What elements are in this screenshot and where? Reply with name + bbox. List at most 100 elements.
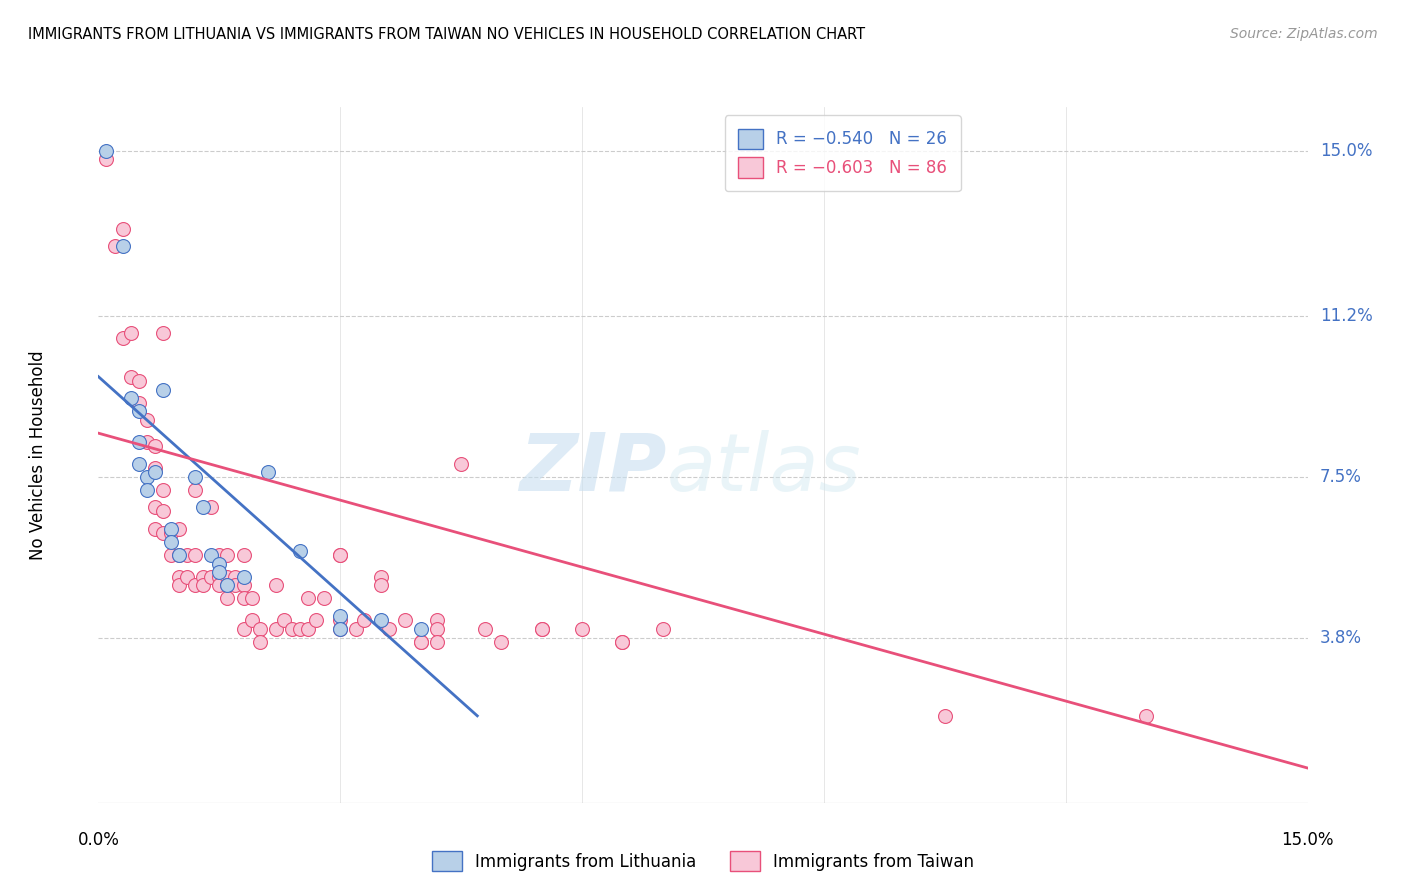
Point bbox=[152, 326, 174, 341]
Point bbox=[370, 578, 392, 592]
Point bbox=[571, 622, 593, 636]
Point bbox=[934, 708, 956, 723]
Text: 15.0%: 15.0% bbox=[1281, 830, 1334, 848]
Text: ZIP: ZIP bbox=[519, 430, 666, 508]
Point bbox=[530, 622, 553, 636]
Point bbox=[193, 500, 215, 514]
Point bbox=[200, 548, 222, 562]
Point bbox=[329, 613, 352, 627]
Text: 3.8%: 3.8% bbox=[1320, 629, 1361, 647]
Point bbox=[193, 578, 215, 592]
Point bbox=[217, 578, 239, 592]
Point bbox=[152, 504, 174, 518]
Point bbox=[450, 457, 472, 471]
Point bbox=[143, 439, 166, 453]
Point bbox=[167, 570, 190, 584]
Point bbox=[217, 548, 239, 562]
Point bbox=[264, 578, 287, 592]
Point bbox=[160, 535, 183, 549]
Point bbox=[167, 548, 190, 562]
Point bbox=[200, 570, 222, 584]
Point bbox=[273, 613, 295, 627]
Point bbox=[249, 635, 271, 649]
Text: atlas: atlas bbox=[666, 430, 862, 508]
Point bbox=[353, 613, 375, 627]
Point bbox=[143, 461, 166, 475]
Point bbox=[474, 622, 496, 636]
Point bbox=[167, 522, 190, 536]
Point bbox=[208, 570, 231, 584]
Point bbox=[329, 548, 352, 562]
Point bbox=[256, 466, 278, 480]
Point bbox=[329, 622, 352, 636]
Point bbox=[217, 578, 239, 592]
Point bbox=[249, 622, 271, 636]
Point bbox=[143, 466, 166, 480]
Text: 15.0%: 15.0% bbox=[1320, 142, 1372, 160]
Point bbox=[103, 239, 125, 253]
Point bbox=[208, 566, 231, 580]
Point bbox=[305, 613, 328, 627]
Text: IMMIGRANTS FROM LITHUANIA VS IMMIGRANTS FROM TAIWAN NO VEHICLES IN HOUSEHOLD COR: IMMIGRANTS FROM LITHUANIA VS IMMIGRANTS … bbox=[28, 27, 865, 42]
Point bbox=[184, 483, 207, 497]
Point bbox=[128, 404, 150, 418]
Point bbox=[167, 548, 190, 562]
Point bbox=[224, 578, 246, 592]
Text: 11.2%: 11.2% bbox=[1320, 307, 1372, 325]
Point bbox=[176, 548, 198, 562]
Point bbox=[128, 434, 150, 449]
Point bbox=[288, 543, 311, 558]
Point bbox=[160, 522, 183, 536]
Point bbox=[200, 500, 222, 514]
Point bbox=[217, 591, 239, 606]
Point bbox=[426, 613, 449, 627]
Point bbox=[184, 469, 207, 483]
Point bbox=[409, 635, 432, 649]
Point bbox=[394, 613, 416, 627]
Point bbox=[264, 622, 287, 636]
Point bbox=[1135, 708, 1157, 723]
Point bbox=[135, 469, 157, 483]
Point bbox=[240, 591, 263, 606]
Point bbox=[329, 548, 352, 562]
Point bbox=[232, 622, 254, 636]
Point bbox=[160, 548, 183, 562]
Point bbox=[160, 526, 183, 541]
Point bbox=[184, 548, 207, 562]
Point bbox=[111, 221, 134, 235]
Point bbox=[426, 622, 449, 636]
Text: 0.0%: 0.0% bbox=[77, 830, 120, 848]
Point bbox=[135, 413, 157, 427]
Point bbox=[651, 622, 673, 636]
Point bbox=[314, 591, 336, 606]
Point bbox=[232, 548, 254, 562]
Point bbox=[217, 570, 239, 584]
Point bbox=[193, 570, 215, 584]
Point bbox=[491, 635, 513, 649]
Point bbox=[208, 578, 231, 592]
Point bbox=[344, 622, 367, 636]
Point bbox=[120, 392, 142, 406]
Point bbox=[530, 622, 553, 636]
Point bbox=[377, 622, 399, 636]
Point bbox=[208, 557, 231, 571]
Point bbox=[143, 500, 166, 514]
Point bbox=[111, 239, 134, 253]
Point bbox=[152, 383, 174, 397]
Point bbox=[612, 635, 634, 649]
Point bbox=[128, 396, 150, 410]
Legend: Immigrants from Lithuania, Immigrants from Taiwan: Immigrants from Lithuania, Immigrants fr… bbox=[425, 845, 981, 878]
Point bbox=[120, 369, 142, 384]
Point bbox=[135, 434, 157, 449]
Point bbox=[128, 56, 150, 70]
Point bbox=[409, 635, 432, 649]
Point bbox=[281, 622, 304, 636]
Text: Source: ZipAtlas.com: Source: ZipAtlas.com bbox=[1230, 27, 1378, 41]
Point bbox=[176, 570, 198, 584]
Point bbox=[135, 483, 157, 497]
Text: No Vehicles in Household: No Vehicles in Household bbox=[30, 350, 46, 560]
Point bbox=[152, 483, 174, 497]
Point bbox=[370, 613, 392, 627]
Point bbox=[329, 608, 352, 623]
Text: 7.5%: 7.5% bbox=[1320, 467, 1361, 485]
